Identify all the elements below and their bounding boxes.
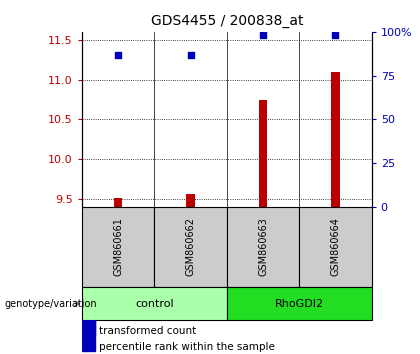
Text: GSM860663: GSM860663 — [258, 217, 268, 276]
Text: GSM860661: GSM860661 — [113, 217, 123, 276]
Bar — [186, 194, 195, 207]
Point — [260, 33, 266, 38]
Title: GDS4455 / 200838_at: GDS4455 / 200838_at — [150, 14, 303, 28]
Bar — [82, 283, 95, 336]
Text: genotype/variation: genotype/variation — [4, 298, 97, 309]
Bar — [82, 298, 95, 350]
Bar — [299, 207, 372, 287]
Point — [115, 52, 121, 57]
Bar — [114, 198, 123, 207]
Point — [332, 33, 339, 38]
Text: transformed count: transformed count — [99, 326, 197, 336]
Text: GSM860662: GSM860662 — [186, 217, 196, 276]
Bar — [82, 207, 155, 287]
Text: percentile rank within the sample: percentile rank within the sample — [99, 342, 275, 352]
Text: RhoGDI2: RhoGDI2 — [275, 298, 324, 309]
Bar — [155, 207, 227, 287]
Bar — [331, 72, 340, 207]
Bar — [82, 287, 227, 320]
Text: GSM860664: GSM860664 — [331, 217, 341, 276]
Bar — [227, 287, 372, 320]
Point — [187, 52, 194, 57]
Bar — [227, 207, 299, 287]
Bar — [259, 99, 268, 207]
Text: control: control — [135, 298, 173, 309]
